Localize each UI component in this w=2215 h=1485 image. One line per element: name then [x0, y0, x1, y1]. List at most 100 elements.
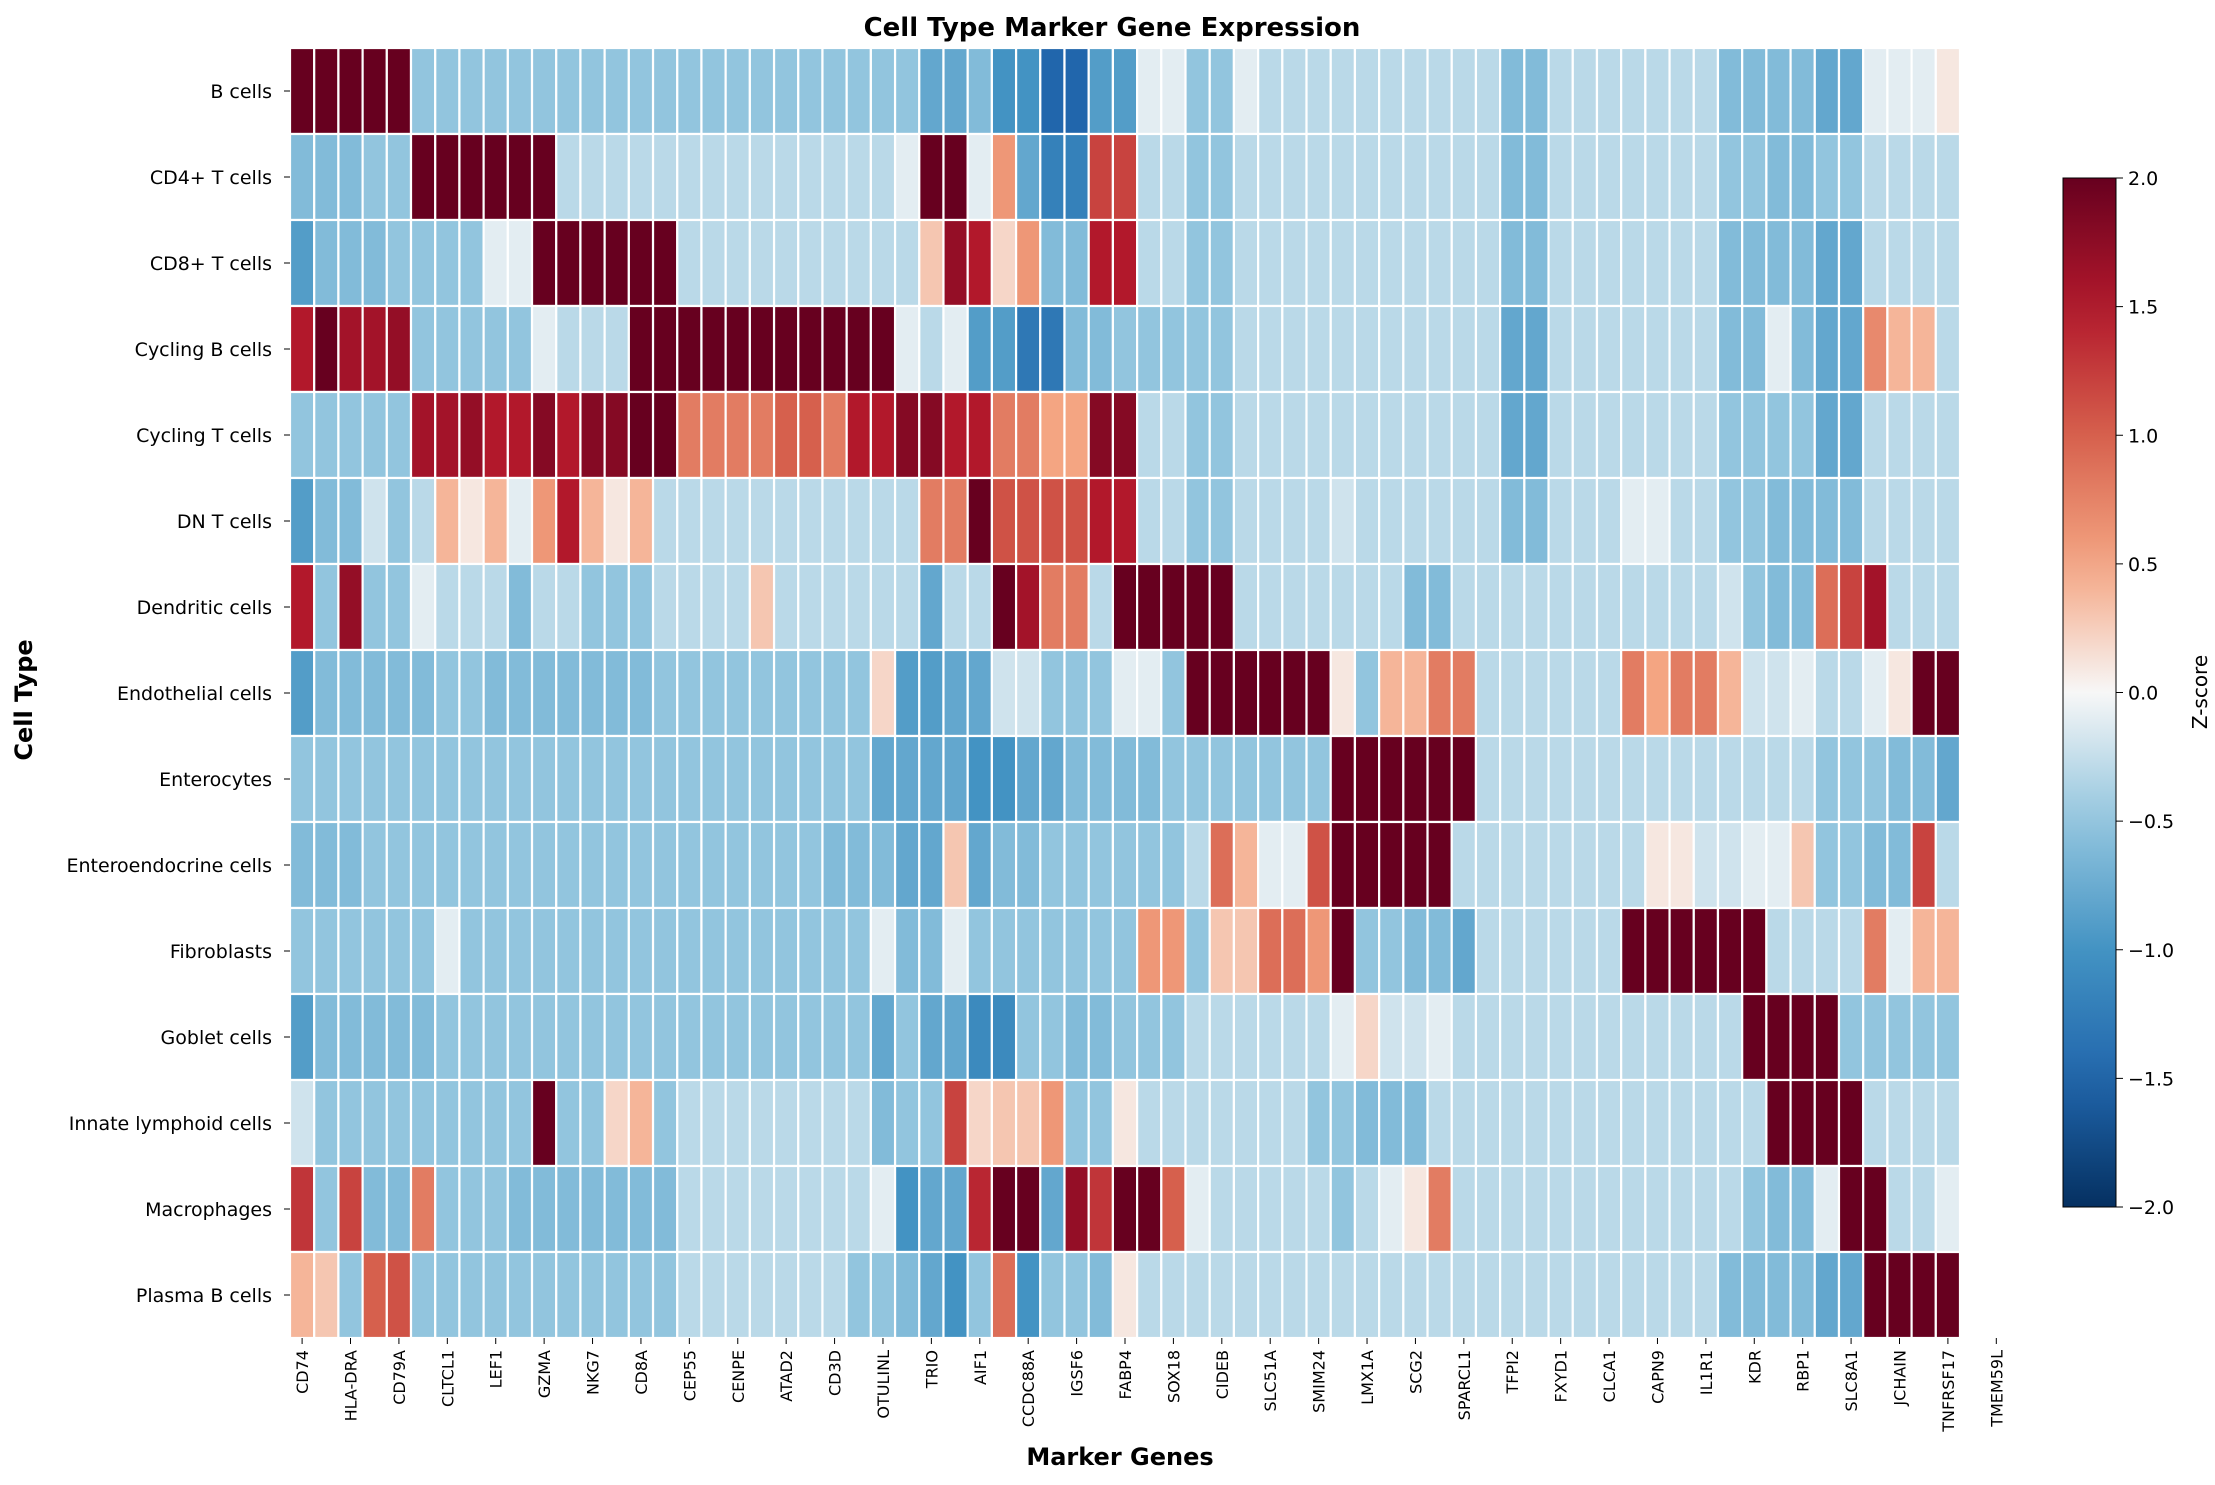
heatmap-cell [555, 562, 582, 652]
heatmap-cell [1111, 820, 1139, 910]
heatmap-cell [1547, 992, 1574, 1082]
heatmap-cell [1160, 1078, 1187, 1168]
heatmap-cell [288, 132, 316, 222]
heatmap-cell [1523, 304, 1550, 394]
heatmap-cell [1813, 218, 1841, 308]
heatmap-cell [942, 992, 969, 1082]
heatmap-cell [1692, 218, 1720, 308]
heatmap-cell [603, 734, 630, 824]
heatmap-cell [1402, 562, 1429, 652]
heatmap-cell [1813, 304, 1841, 394]
heatmap-cell [1329, 304, 1357, 394]
heatmap-cell [1232, 734, 1260, 824]
heatmap-cell [918, 476, 945, 566]
heatmap-cell [821, 390, 848, 480]
heatmap-cell [458, 562, 485, 652]
heatmap-cell [966, 820, 993, 910]
heatmap-cell [1014, 46, 1042, 136]
x-tick-label: IGSF6 [1068, 1350, 1087, 1397]
heatmap-cell [1862, 562, 1889, 652]
heatmap-cell [1111, 992, 1139, 1082]
heatmap-cell [1378, 1250, 1405, 1340]
heatmap-cell [1329, 476, 1357, 566]
heatmap-cell [797, 992, 824, 1082]
heatmap-cell [1402, 734, 1429, 824]
heatmap-cell [700, 476, 727, 566]
heatmap-cell [651, 1078, 679, 1168]
y-tick-label: CD4+ T cells [150, 167, 272, 189]
heatmap-cell [1620, 820, 1647, 910]
heatmap-cell [1813, 476, 1841, 566]
heatmap-cell [1257, 906, 1284, 996]
heatmap-cell [1716, 304, 1744, 394]
heatmap-cell [1329, 46, 1357, 136]
heatmap-cell [1184, 820, 1211, 910]
heatmap-cell [1305, 476, 1332, 566]
heatmap-cell [1135, 992, 1163, 1082]
heatmap-cell [676, 562, 703, 652]
heatmap-cell [1644, 1164, 1671, 1254]
x-tick-label: CD74 [293, 1350, 312, 1394]
heatmap-cell [1595, 820, 1623, 910]
heatmap-cell [1765, 906, 1792, 996]
heatmap-cell [1257, 562, 1284, 652]
heatmap-cell [458, 992, 485, 1082]
heatmap-cell [1934, 820, 1962, 910]
heatmap-cell [313, 218, 340, 308]
heatmap-cell [748, 906, 776, 996]
heatmap-cell [579, 304, 606, 394]
heatmap-cell [1039, 1250, 1066, 1340]
colorbar-tick-label: −1.5 [2128, 1068, 2174, 1090]
heatmap-cell [361, 562, 388, 652]
heatmap-cell [409, 562, 437, 652]
x-tick-label: GZMA [535, 1350, 554, 1398]
heatmap-cell [651, 562, 679, 652]
heatmap-cell [337, 734, 364, 824]
heatmap-cell [1378, 132, 1405, 222]
heatmap-cell [506, 1164, 534, 1254]
heatmap-cell [482, 132, 509, 222]
heatmap-cell [1329, 648, 1357, 738]
heatmap-cell [627, 218, 655, 308]
heatmap-cell [1378, 992, 1405, 1082]
heatmap-cell [1039, 132, 1066, 222]
heatmap-cell [1571, 1164, 1599, 1254]
heatmap-cell [1716, 992, 1744, 1082]
heatmap-cell [1716, 906, 1744, 996]
heatmap-cell [1571, 218, 1599, 308]
heatmap-cell [748, 734, 776, 824]
heatmap-cell [1813, 1164, 1841, 1254]
heatmap-cell [700, 906, 727, 996]
heatmap-cell [579, 992, 606, 1082]
heatmap-cell [385, 648, 413, 738]
heatmap-cell [603, 992, 630, 1082]
heatmap-cell [1910, 132, 1937, 222]
heatmap-cell [361, 476, 388, 566]
heatmap-cell [990, 1250, 1018, 1340]
heatmap-cell [506, 562, 534, 652]
heatmap-cell [1329, 734, 1357, 824]
heatmap-cell [1523, 734, 1550, 824]
heatmap-cell [1184, 906, 1211, 996]
heatmap-cell [1135, 820, 1163, 910]
heatmap-cell [1232, 906, 1260, 996]
x-tick-label: LEF1 [487, 1350, 506, 1388]
heatmap-cell [288, 906, 316, 996]
heatmap-cell [676, 1164, 703, 1254]
heatmap-cell [361, 304, 388, 394]
heatmap-cell [1474, 1164, 1502, 1254]
heatmap-cell [1668, 1164, 1695, 1254]
heatmap-cell [700, 132, 727, 222]
heatmap-cell [821, 1078, 848, 1168]
heatmap-cell [409, 304, 437, 394]
heatmap-cell [337, 1250, 364, 1340]
heatmap-cell [1595, 562, 1623, 652]
heatmap-cell [385, 218, 413, 308]
heatmap-cell [1523, 906, 1550, 996]
heatmap-cell [1523, 1164, 1550, 1254]
heatmap-cell [385, 1250, 413, 1340]
heatmap-cell [1111, 390, 1139, 480]
heatmap-cell [990, 476, 1018, 566]
heatmap-cell [676, 390, 703, 480]
y-tick-label: Goblet cells [161, 1027, 272, 1049]
